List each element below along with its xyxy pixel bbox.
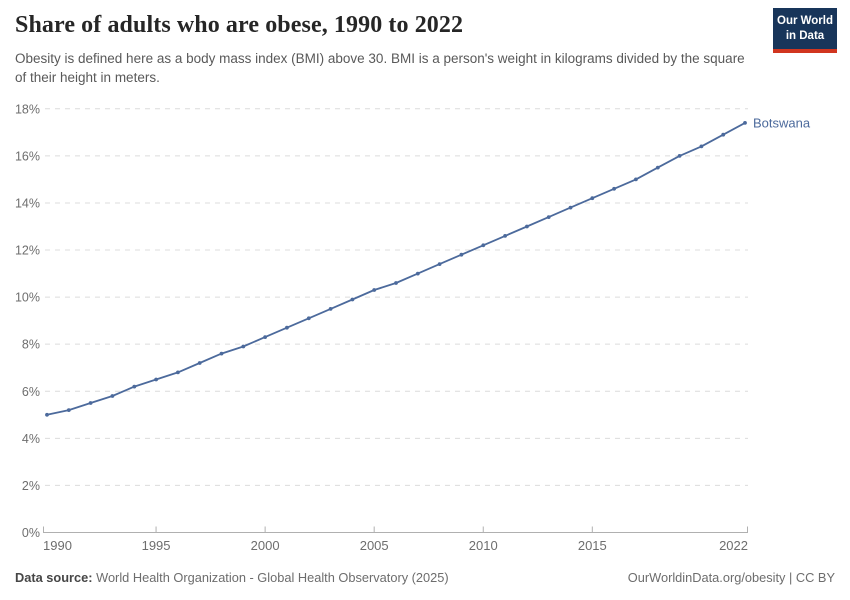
y-tick-label: 12% [15,244,40,258]
page-title: Share of adults who are obese, 1990 to 2… [15,12,464,38]
data-point [241,344,246,349]
data-point [634,177,638,182]
data-point [568,205,573,210]
data-point [437,262,442,266]
data-point [590,196,595,201]
y-tick-label: 16% [15,149,40,163]
y-tick-label: 14% [15,196,40,210]
logo-line1: Our World [777,15,834,27]
x-tick-label: 2022 [719,538,748,553]
y-tick-label: 6% [22,385,40,399]
data-point [66,408,71,412]
series-end-label: Botswana [753,115,811,130]
x-tick-label: 1990 [43,538,72,553]
owid-logo-box: Our World in Data [773,8,837,49]
data-point [415,271,420,276]
data-point [219,351,224,356]
data-point [154,377,159,382]
data-point [285,325,289,330]
y-tick-label: 8% [22,338,40,352]
logo-red-bar [773,48,837,53]
data-source: Data source: World Health Organization -… [15,570,449,585]
y-tick-label: 10% [15,291,40,305]
y-axis-labels: 0% 2% 4% 6% 8% 10% 12% 14% 16% 18% [15,102,40,540]
data-point [503,234,507,238]
data-point [612,186,616,191]
data-point [655,165,660,170]
gridlines [45,108,748,486]
data-point [394,281,398,285]
data-source-label: Data source: [15,570,93,585]
x-tick-label: 2000 [251,538,280,553]
data-point [699,144,704,149]
data-point [328,307,333,311]
data-point [306,316,311,321]
y-tick-label: 2% [22,479,40,493]
logo-line2: in Data [785,29,825,42]
data-point [372,288,377,292]
y-tick-label: 18% [15,102,40,116]
y-tick-label: 4% [22,432,40,446]
data-point [481,243,486,248]
credit-text: OurWorldinData.org/obesity | CC BY [627,570,835,585]
data-point [197,361,202,365]
series-botswana: Botswana [45,115,811,417]
data-point [45,412,49,417]
data-point [88,401,93,405]
data-point [525,224,529,229]
data-point [459,252,464,257]
chart-header: Share of adults who are obese, 1990 to 2… [15,12,835,87]
chart-footer: Data source: World Health Organization -… [15,570,835,585]
x-tick-label: 1995 [142,538,171,553]
series-line [46,122,746,416]
data-point [132,384,137,389]
data-source-value: World Health Organization - Global Healt… [96,570,449,585]
x-tick-label: 2015 [578,538,607,553]
x-axis-labels: 1990 1995 2000 2005 2010 2015 2022 [43,538,748,553]
chart-subtitle: Obesity is defined here as a body mass i… [15,50,745,85]
data-point [110,394,115,398]
y-tick-label: 0% [22,526,40,540]
data-point [546,215,551,220]
data-point [677,154,682,158]
x-axis [43,526,748,533]
data-point [721,132,726,137]
x-tick-label: 2005 [360,538,389,553]
data-point [176,370,180,375]
data-point [350,297,355,302]
x-tick-label: 2010 [469,538,498,553]
data-point [743,121,747,125]
data-point [263,335,267,339]
owid-logo: Our World in Data [773,8,837,53]
